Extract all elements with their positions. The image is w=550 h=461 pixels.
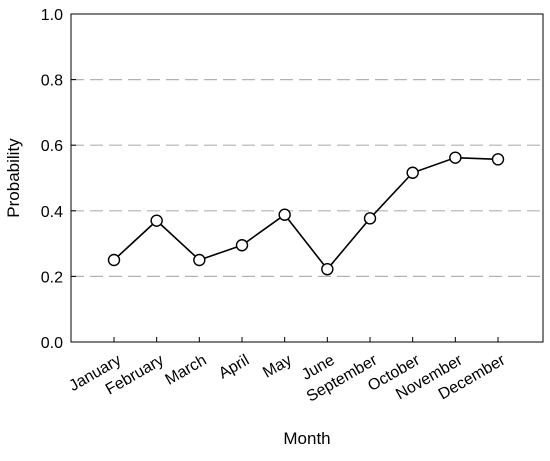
data-point (150, 214, 163, 227)
y-tick-label: 0.4 (41, 204, 63, 221)
y-axis-ticks: 0.0 0.2 0.4 0.6 0.8 1.0 (41, 7, 76, 352)
data-point (107, 253, 121, 267)
data-point (321, 262, 334, 276)
data-point (193, 253, 206, 267)
x-axis-label: Month (283, 429, 330, 448)
data-point (449, 151, 462, 164)
y-tick-label: 0.0 (41, 335, 63, 352)
plot-area-frame (70, 13, 544, 343)
y-tick-label: 1.0 (41, 7, 63, 24)
data-point (363, 212, 377, 225)
x-tick-label: April (216, 352, 252, 383)
y-tick-label: 0.2 (41, 269, 63, 286)
data-point (406, 166, 419, 179)
y-tick-label: 0.8 (41, 73, 63, 90)
series-line (113, 156, 499, 271)
y-axis-label: Probability (4, 138, 23, 218)
data-points (107, 151, 505, 276)
x-tick-label: May (260, 352, 295, 382)
data-point (278, 208, 291, 221)
gridlines (71, 78, 543, 277)
data-point (491, 153, 505, 166)
y-tick-label: 0.6 (41, 138, 63, 155)
x-tick-label: March (163, 352, 210, 389)
data-point (235, 239, 249, 252)
